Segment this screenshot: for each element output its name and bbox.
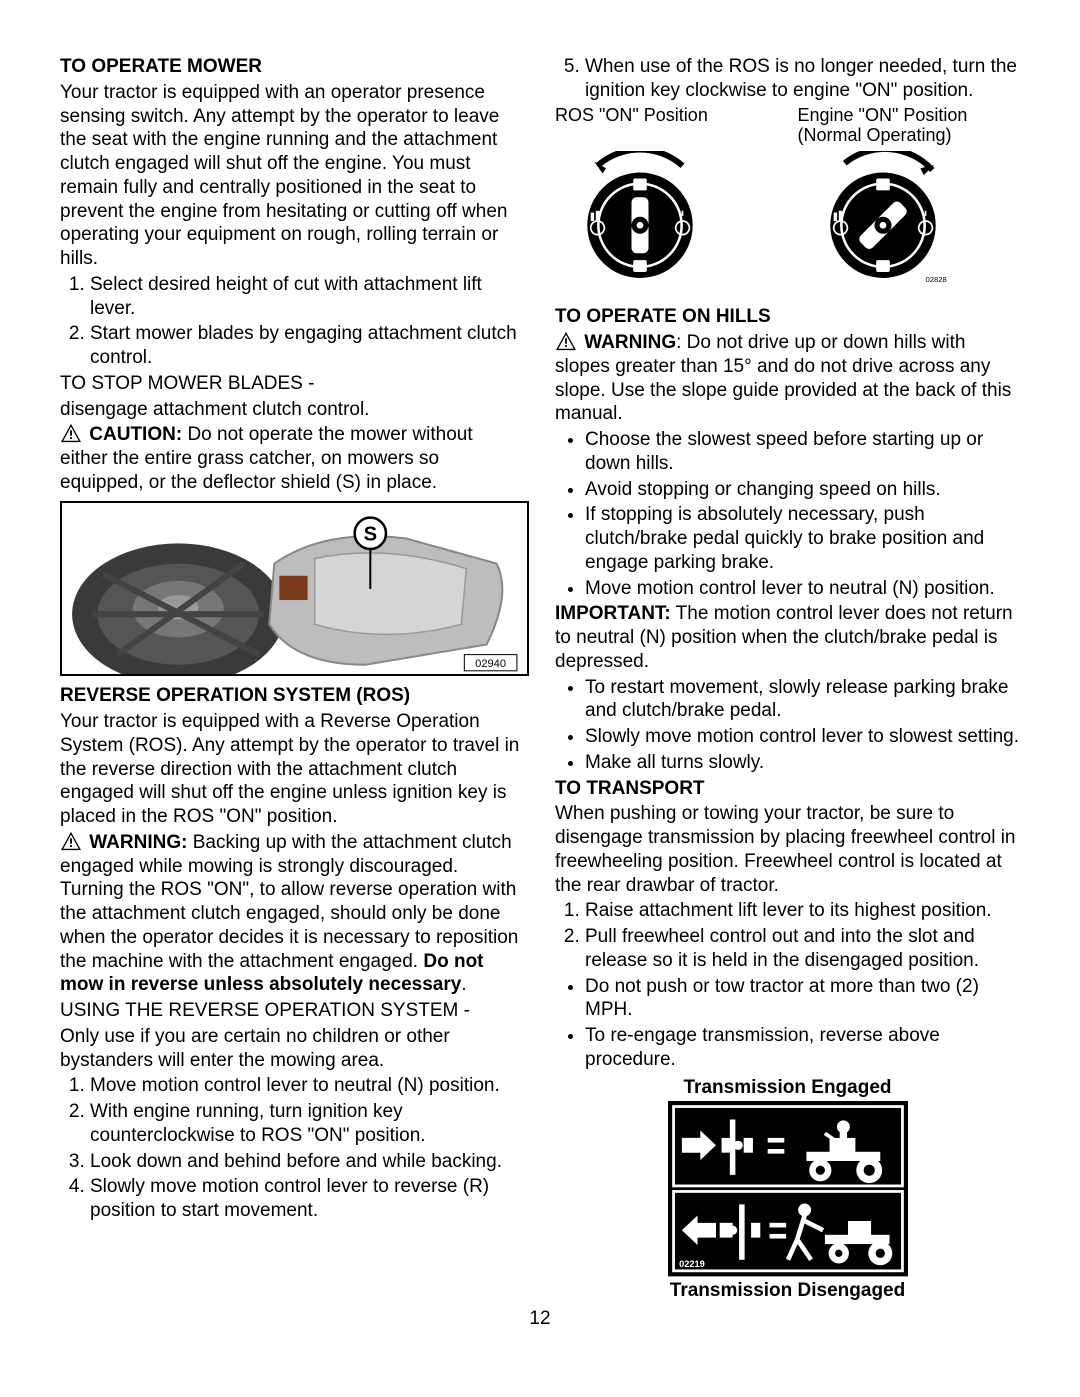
caution-icon: [60, 423, 82, 443]
dial-left-caption: ROS "ON" Position: [555, 105, 778, 147]
deflector-fig-number: 02940: [475, 657, 506, 669]
hills-warning-label: WARNING: [584, 332, 676, 353]
list-item: Choose the slowest speed before starting…: [585, 428, 1020, 476]
ros-on-dial-icon: [555, 151, 725, 291]
dial-fig-number: 02828: [925, 275, 946, 284]
operate-mower-steps: Select desired height of cut with attach…: [60, 273, 525, 370]
warning-icon: [555, 331, 577, 351]
dial-right-line2: (Normal Operating): [798, 125, 952, 145]
list-item: If stopping is absolutely necessary, pus…: [585, 503, 1020, 574]
ros-warning-label: WARNING:: [89, 832, 187, 853]
operate-mower-heading: TO OPERATE MOWER: [60, 55, 525, 79]
caution-label: CAUTION:: [89, 424, 182, 445]
engine-on-dial-icon: 02828: [798, 151, 968, 291]
operate-mower-intro: Your tractor is equipped with an operato…: [60, 81, 525, 271]
ros-warning-tail: .: [461, 974, 466, 995]
list-item: Slowly move motion control lever to slow…: [585, 725, 1020, 749]
transport-heading: TO TRANSPORT: [555, 777, 1020, 801]
ros-warning-paragraph: WARNING: Backing up with the attachment …: [60, 831, 525, 997]
dial-right-line1: Engine "ON" Position: [798, 105, 968, 125]
ros-step5-list: When use of the ROS is no longer needed,…: [555, 55, 1020, 103]
list-item: Avoid stopping or changing speed on hill…: [585, 478, 1020, 502]
transmission-figure: 02219: [668, 1101, 908, 1276]
list-item: Do not push or tow tractor at more than …: [585, 975, 1020, 1023]
caution-paragraph: CAUTION: Do not operate the mower withou…: [60, 423, 525, 494]
list-item: To re-engage transmission, reverse above…: [585, 1024, 1020, 1072]
important-paragraph: IMPORTANT: The motion control lever does…: [555, 602, 1020, 673]
columns: TO OPERATE MOWER Your tractor is equippe…: [60, 55, 1020, 1304]
page: TO OPERATE MOWER Your tractor is equippe…: [0, 0, 1080, 1370]
trans-engaged-caption: Transmission Engaged: [555, 1076, 1020, 1100]
list-item: Move motion control lever to neutral (N)…: [585, 577, 1020, 601]
dial-row: ROS "ON" Position: [555, 105, 1020, 298]
deflector-figure: S 02940: [60, 501, 529, 677]
using-ros-intro: Only use if you are certain no children …: [60, 1025, 525, 1073]
list-item: Start mower blades by engaging attachmen…: [90, 322, 525, 370]
list-item: Pull freewheel control out and into the …: [585, 925, 1020, 973]
hills-bullets-2: To restart movement, slowly release park…: [555, 676, 1020, 775]
dial-right-caption: Engine "ON" Position (Normal Operating): [798, 105, 1021, 147]
list-item: Make all turns slowly.: [585, 751, 1020, 775]
transmission-figure-wrap: Transmission Engaged: [555, 1076, 1020, 1303]
warning-icon: [60, 831, 82, 851]
list-item: Look down and behind before and while ba…: [90, 1150, 525, 1174]
list-item: To restart movement, slowly release park…: [585, 676, 1020, 724]
list-item: Raise attachment lift lever to its highe…: [585, 899, 1020, 923]
page-number: 12: [60, 1308, 1020, 1330]
transport-bullets: Do not push or tow tractor at more than …: [555, 975, 1020, 1072]
important-label: IMPORTANT:: [555, 603, 671, 624]
trans-disengaged-caption: Transmission Disengaged: [555, 1279, 1020, 1303]
left-column: TO OPERATE MOWER Your tractor is equippe…: [60, 55, 525, 1304]
stop-blades-text: disengage attachment clutch control.: [60, 398, 525, 422]
using-ros-steps: Move motion control lever to neutral (N)…: [60, 1074, 525, 1223]
hills-heading: TO OPERATE ON HILLS: [555, 305, 1020, 329]
using-ros-heading: USING THE REVERSE OPERATION SYSTEM -: [60, 999, 525, 1023]
trans-fig-number: 02219: [679, 1259, 705, 1269]
list-item: Move motion control lever to neutral (N)…: [90, 1074, 525, 1098]
list-item: Slowly move motion control lever to reve…: [90, 1175, 525, 1223]
deflector-label-s: S: [364, 523, 377, 545]
transport-steps: Raise attachment lift lever to its highe…: [555, 899, 1020, 972]
ros-intro: Your tractor is equipped with a Reverse …: [60, 710, 525, 829]
ros-heading: REVERSE OPERATION SYSTEM (ROS): [60, 684, 525, 708]
list-item: With engine running, turn ignition key c…: [90, 1100, 525, 1148]
dial-left-block: ROS "ON" Position: [555, 105, 778, 298]
stop-blades-heading: TO STOP MOWER BLADES -: [60, 372, 525, 396]
hills-warning-paragraph: WARNING: Do not drive up or down hills w…: [555, 331, 1020, 426]
right-column: When use of the ROS is no longer needed,…: [555, 55, 1020, 1304]
transport-intro: When pushing or towing your tractor, be …: [555, 802, 1020, 897]
list-item: Select desired height of cut with attach…: [90, 273, 525, 321]
dial-right-block: Engine "ON" Position (Normal Operating): [798, 105, 1021, 298]
list-item: When use of the ROS is no longer needed,…: [585, 55, 1020, 103]
hills-bullets: Choose the slowest speed before starting…: [555, 428, 1020, 600]
